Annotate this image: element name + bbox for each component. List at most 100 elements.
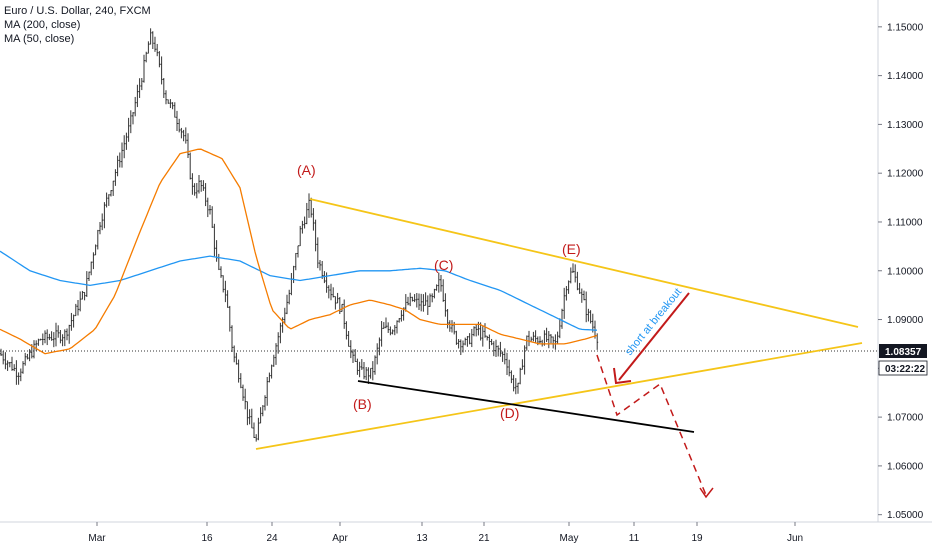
candle — [28, 349, 31, 362]
candle — [437, 272, 440, 293]
price-tick-label: 1.07000 — [887, 413, 924, 424]
candle — [187, 133, 189, 158]
candle — [110, 190, 112, 197]
candle — [506, 352, 508, 376]
candle — [136, 84, 139, 108]
candle — [378, 337, 381, 356]
triangle-lower-line — [255, 342, 863, 450]
candle — [145, 51, 148, 63]
candle — [462, 340, 464, 353]
candle — [182, 129, 185, 142]
candle — [248, 409, 251, 425]
candle — [382, 322, 385, 329]
current-price-value: 1.08357 — [885, 347, 922, 358]
candle — [418, 293, 420, 311]
candle — [213, 223, 216, 257]
time-tick-label: 11 — [629, 533, 640, 544]
price-tick-label: 1.10000 — [887, 266, 924, 277]
candle — [305, 202, 308, 225]
price-tick-label: 1.12000 — [887, 169, 924, 180]
candle — [572, 263, 574, 273]
candle — [556, 331, 559, 344]
candle — [200, 180, 203, 192]
candle — [583, 290, 585, 301]
candle — [444, 293, 447, 317]
candle — [132, 112, 134, 125]
candle — [198, 175, 200, 194]
time-tick-labels: Mar 16 24 Apr 13 21 May 11 19 Jun — [88, 522, 803, 544]
candle — [92, 252, 95, 270]
time-tick-label: Jun — [787, 533, 803, 544]
candle — [237, 359, 240, 383]
candle — [532, 331, 535, 342]
wave-label-e: (E) — [562, 241, 581, 257]
candle — [235, 352, 238, 365]
candle — [400, 310, 403, 322]
candle — [426, 295, 429, 315]
candle — [99, 221, 101, 235]
candle — [521, 359, 524, 370]
plot-area[interactable]: short at breakout (A) (B) (C) (D) (E) — [0, 0, 878, 522]
candle — [424, 292, 427, 306]
candle — [138, 78, 141, 98]
candle — [0, 348, 2, 356]
short-arrowhead — [613, 367, 632, 385]
price-tick-label: 1.06000 — [887, 461, 924, 472]
candle — [589, 310, 592, 324]
candle — [501, 351, 504, 362]
chart-legend: Euro / U.S. Dollar, 240, FXCM MA (200, c… — [4, 4, 151, 46]
time-tick-label: 24 — [266, 533, 278, 544]
candle — [169, 99, 172, 109]
time-tick-label: Mar — [88, 533, 106, 544]
candle — [341, 303, 343, 312]
candle — [209, 204, 211, 215]
candle — [112, 180, 115, 196]
candle — [312, 208, 315, 231]
candle — [308, 193, 310, 218]
candle — [470, 328, 473, 348]
candle — [574, 264, 577, 283]
candle — [231, 325, 233, 352]
candle — [534, 330, 537, 344]
candle — [497, 345, 500, 357]
ma50-legend: MA (50, close) — [4, 33, 75, 45]
candle — [158, 51, 161, 68]
candle — [519, 367, 522, 385]
candle — [162, 78, 165, 98]
candle — [347, 330, 350, 347]
candle — [114, 169, 117, 186]
candle — [156, 43, 159, 57]
ma200-legend: MA (200, close) — [4, 19, 81, 31]
candle — [211, 206, 214, 228]
candle — [558, 318, 561, 339]
candle — [286, 294, 288, 315]
candle — [191, 173, 194, 195]
price-axis[interactable]: 1.15000 1.14000 1.13000 1.12000 1.11000 1.100… — [877, 0, 928, 522]
candle — [39, 338, 42, 341]
candle — [321, 260, 324, 279]
candle — [433, 288, 436, 299]
wave-label-a: (A) — [297, 162, 316, 178]
candle — [283, 307, 286, 324]
candle — [268, 372, 271, 383]
candle — [52, 332, 55, 348]
candle — [429, 293, 431, 307]
candle — [396, 320, 398, 334]
candle — [266, 377, 269, 406]
time-axis[interactable]: Mar 16 24 Apr 13 21 May 11 19 Jun — [0, 521, 932, 544]
candle — [206, 197, 209, 218]
candle — [178, 118, 181, 133]
candle — [154, 36, 156, 52]
candle — [486, 335, 489, 341]
candle — [431, 293, 434, 303]
candle — [539, 336, 541, 344]
candle — [275, 343, 277, 365]
candle — [514, 378, 517, 395]
candle — [246, 401, 249, 426]
candle — [24, 352, 27, 366]
candle — [550, 334, 552, 344]
price-tick-label: 1.15000 — [887, 22, 924, 33]
wave-label-d: (D) — [500, 405, 519, 421]
candle — [440, 275, 442, 292]
